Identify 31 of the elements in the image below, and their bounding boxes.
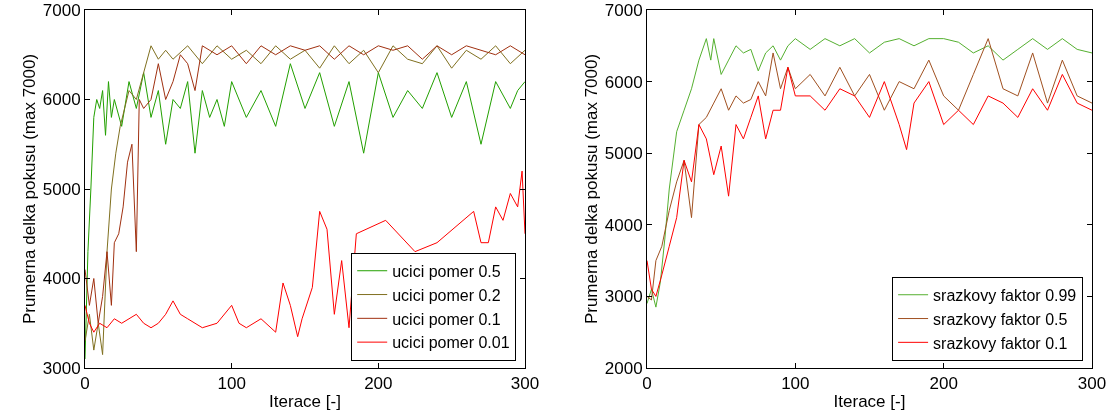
y-tick-label: 5000 [604, 144, 643, 164]
legend-label: ucici pomer 0.2 [392, 286, 501, 304]
legend-label: srazkovy faktor 0.99 [933, 286, 1077, 304]
x-tick-label: 300 [1077, 374, 1107, 394]
legend-label: ucici pomer 0.1 [392, 310, 501, 328]
y-tick-label: 3000 [42, 358, 81, 378]
x-tick-label: 100 [217, 374, 246, 394]
legend-label: ucici pomer 0.01 [392, 334, 510, 352]
x-tick-label: 0 [642, 374, 652, 394]
x-tick-label: 0 [80, 374, 90, 394]
x-tick-label: 200 [929, 374, 958, 394]
y-tick-label: 7000 [604, 0, 643, 20]
x-tick-label: 200 [364, 374, 393, 394]
legend-label: ucici pomer 0.5 [392, 262, 501, 280]
y-tick-label: 7000 [42, 0, 81, 20]
y-tick-label: 3000 [604, 287, 643, 307]
legend-label: srazkovy faktor 0.5 [933, 310, 1068, 328]
y-tick-label: 6000 [604, 72, 643, 92]
y-tick-label: 4000 [42, 269, 81, 289]
y-tick-label: 4000 [604, 215, 643, 235]
y-axis-title: Prumerna delka pokusu (max 7000) [582, 53, 602, 325]
x-axis-title: Iterace [-] [269, 391, 341, 411]
y-tick-label: 5000 [42, 179, 81, 199]
x-tick-label: 100 [781, 374, 810, 394]
legend-label: srazkovy faktor 0.1 [933, 334, 1068, 352]
x-axis-title: Iterace [-] [833, 391, 906, 411]
y-tick-label: 6000 [42, 90, 81, 110]
y-axis-title: Prumerna delka pokusu (max 7000) [20, 53, 40, 325]
y-tick-label: 2000 [604, 358, 643, 378]
line-series [85, 170, 525, 338]
x-tick-label: 300 [510, 374, 540, 394]
